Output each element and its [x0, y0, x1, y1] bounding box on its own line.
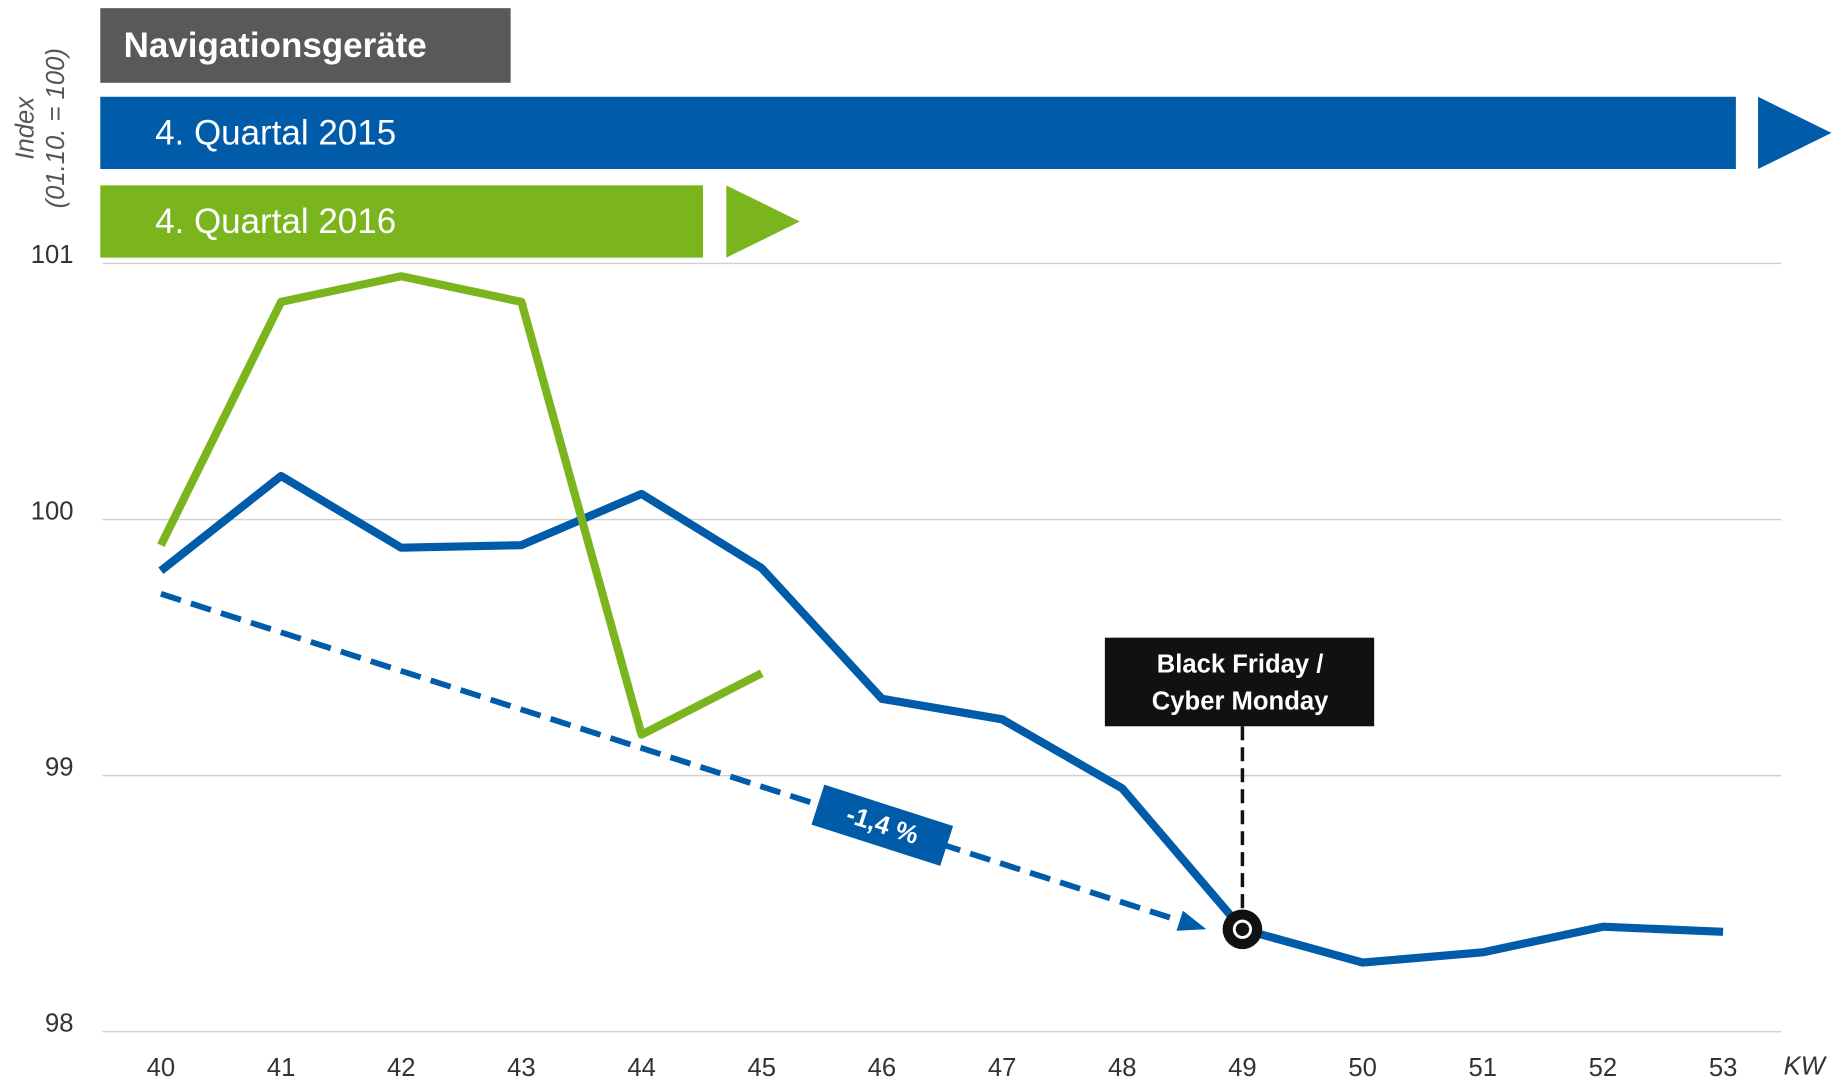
annotation-text: Black Friday /	[1157, 650, 1324, 678]
x-tick-label: 53	[1709, 1054, 1738, 1082]
y-tick-label: 101	[31, 241, 74, 269]
y-axis-label: Index (01.10. = 100)	[12, 48, 70, 208]
legend-label: 4. Quartal 2015	[155, 113, 396, 152]
legend-arrow	[726, 185, 800, 258]
x-tick-label: 51	[1469, 1054, 1498, 1082]
x-tick-label: 41	[267, 1054, 296, 1082]
legend-arrow	[1758, 96, 1832, 170]
x-tick-label: 52	[1589, 1054, 1618, 1082]
y-label-line: (01.10. = 100)	[42, 48, 70, 208]
chart-title: Navigationsgeräte	[124, 26, 427, 65]
y-label-line: Index	[12, 96, 40, 160]
x-tick-label: 44	[627, 1054, 656, 1082]
x-tick-label: 42	[387, 1054, 416, 1082]
x-tick-label: 49	[1228, 1054, 1257, 1082]
x-tick-label: 50	[1348, 1054, 1377, 1082]
series-line	[157, 272, 764, 739]
x-tick-label: 48	[1108, 1054, 1137, 1082]
legend-banner	[100, 185, 703, 258]
x-axis-label: KW	[1784, 1053, 1828, 1081]
annotation-box	[1104, 637, 1375, 727]
trend-label-group: -1,4 %	[811, 784, 954, 866]
x-tick-label: 46	[868, 1054, 897, 1082]
x-tick-label: 40	[147, 1054, 176, 1082]
legend-banner	[100, 96, 1736, 170]
trend-line	[160, 591, 1181, 924]
x-tick-label: 43	[507, 1054, 536, 1082]
title-box	[100, 8, 511, 83]
y-tick-label: 99	[45, 753, 74, 781]
highlight-ring	[1232, 919, 1253, 939]
trend-label-box	[811, 784, 954, 866]
highlight-marker	[1222, 909, 1263, 950]
legend-label: 4. Quartal 2016	[155, 202, 396, 241]
series-line	[158, 471, 1724, 967]
y-tick-label: 98	[45, 1009, 74, 1037]
x-tick-label: 47	[988, 1054, 1017, 1082]
annotation-text: Cyber Monday	[1152, 688, 1329, 716]
x-tick-label: 45	[747, 1054, 776, 1082]
y-tick-label: 100	[31, 497, 74, 525]
trend-arrow	[1176, 910, 1207, 931]
